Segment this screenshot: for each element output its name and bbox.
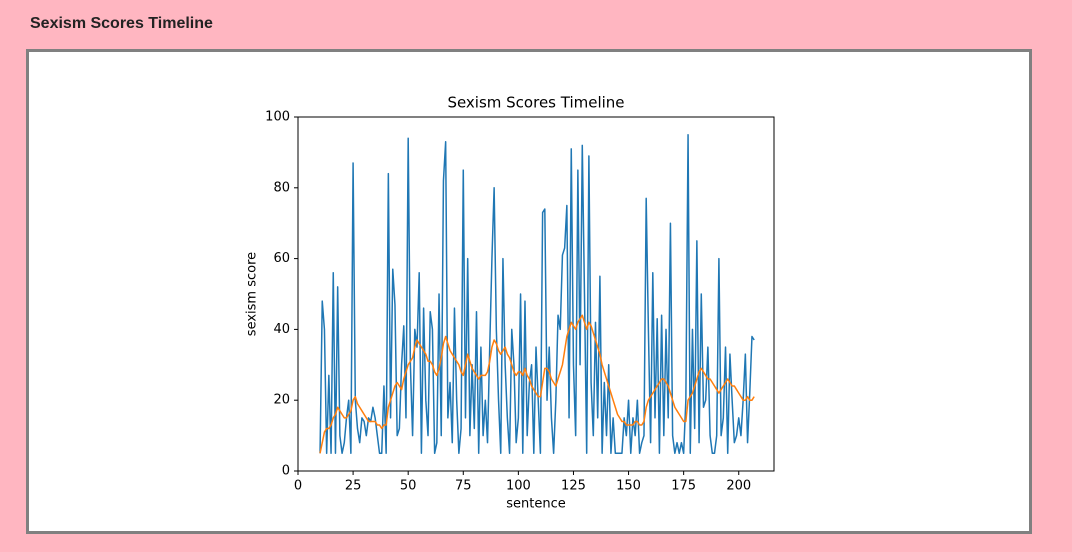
- page-header: Sexism Scores Timeline: [30, 15, 213, 32]
- x-tick-label: 50: [400, 479, 417, 494]
- x-tick-label: 150: [616, 479, 641, 494]
- y-tick-label: 0: [282, 464, 290, 479]
- y-tick-label: 40: [273, 322, 290, 337]
- x-tick-label: 175: [671, 479, 696, 494]
- chart-title: Sexism Scores Timeline: [447, 94, 624, 112]
- x-tick-label: 200: [726, 479, 751, 494]
- y-tick-label: 80: [273, 180, 290, 195]
- line-series: [319, 314, 755, 454]
- y-axis-label: sexism score: [245, 252, 260, 336]
- y-tick-label: 100: [265, 110, 290, 125]
- x-axis-label: sentence: [506, 497, 566, 512]
- x-tick-label: 100: [506, 479, 531, 494]
- image-frame: [26, 49, 1032, 534]
- plot-frame: [297, 116, 775, 472]
- line-series: [319, 133, 755, 455]
- x-tick-label: 75: [455, 479, 472, 494]
- y-tick-label: 20: [273, 393, 290, 408]
- x-tick-label: 25: [345, 479, 362, 494]
- y-tick-label: 60: [273, 251, 290, 266]
- x-tick-label: 125: [561, 479, 586, 494]
- x-tick-label: 0: [294, 479, 302, 494]
